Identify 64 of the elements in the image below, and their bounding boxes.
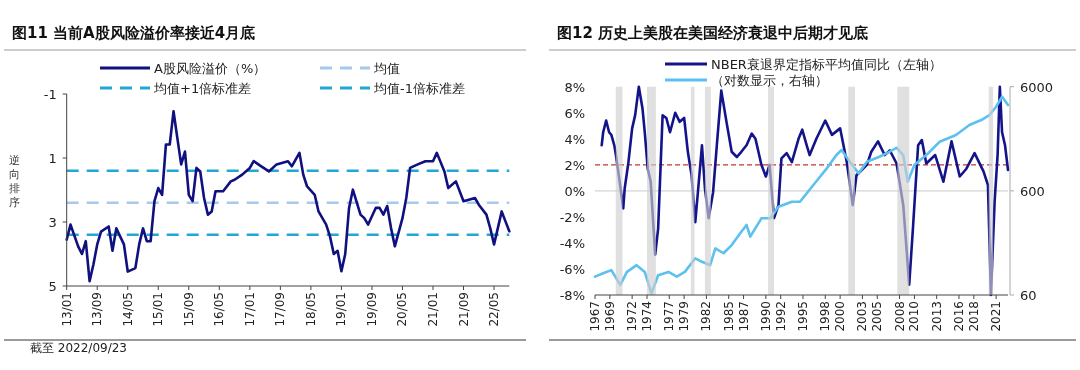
x-tick-label: 22/05 <box>487 292 502 327</box>
x-tick-label: 20/05 <box>395 292 410 327</box>
x-tick-label: 2021 <box>989 301 1004 332</box>
x-tick-label: 17/01 <box>242 292 257 327</box>
y-tick-label: 8% <box>564 79 585 95</box>
y-tick-label: -8% <box>559 288 585 303</box>
x-tick-label: 15/09 <box>181 292 196 327</box>
x-tick-label: 17/09 <box>273 292 288 327</box>
x-tick-label: 2018 <box>966 301 981 332</box>
x-tick-label: 2013 <box>929 301 944 332</box>
x-tick-label: 1990 <box>758 301 773 332</box>
x-tick-label: 18/05 <box>303 292 318 327</box>
x-tick-label: 21/09 <box>456 292 471 327</box>
y2-tick-label: 60 <box>1020 288 1037 303</box>
legend-label: 均值 <box>373 61 400 76</box>
x-tick-label: 14/05 <box>120 292 135 327</box>
x-tick-label: 1972 <box>625 301 640 332</box>
chart-title: 图12 历史上美股在美国经济衰退中后期才见底 <box>557 24 869 42</box>
x-tick-label: 19/09 <box>364 292 379 327</box>
y-tick-label: -2% <box>559 209 585 225</box>
x-tick-label: 1998 <box>818 301 833 332</box>
y-axis-title: 逆向排序 <box>9 154 21 209</box>
y-tick-label: 1 <box>48 151 57 166</box>
y2-tick-label: 600 <box>1020 183 1045 199</box>
y-tick-label: 5 <box>48 279 57 294</box>
legend-label: NBER衰退界定指标平均值同比（左轴） <box>711 57 942 72</box>
x-tick-label: 1974 <box>640 301 654 332</box>
text: 截至 2022/09/23 <box>30 341 127 355</box>
x-tick-label: 2000 <box>833 301 848 332</box>
x-tick-label: 1977 <box>662 301 677 332</box>
x-tick-label: 1992 <box>773 301 788 332</box>
x-tick-label: 1985 <box>721 301 736 332</box>
x-tick-label: 19/01 <box>334 292 349 327</box>
x-tick-label: 1987 <box>736 301 751 332</box>
y-tick-label: 4% <box>564 131 585 147</box>
x-tick-label: 1979 <box>677 301 692 332</box>
y-tick-label: -6% <box>559 261 585 277</box>
y-tick-label: -4% <box>559 235 585 251</box>
y2-tick-label: 6000 <box>1020 79 1054 95</box>
x-tick-label: 1995 <box>795 301 810 332</box>
x-tick-label: 21/01 <box>425 292 440 327</box>
legend-label: 均值+1倍标准差 <box>153 81 252 96</box>
x-tick-label: 1982 <box>699 301 714 332</box>
x-tick-label: 2005 <box>870 301 885 332</box>
x-tick-label: 1967 <box>588 301 602 332</box>
x-tick-label: 15/01 <box>151 292 166 327</box>
x-tick-label: 13/09 <box>90 292 105 327</box>
y-tick-label: 3 <box>48 215 57 230</box>
x-tick-label: 1969 <box>602 301 617 332</box>
x-tick-label: 2016 <box>951 301 966 332</box>
x-tick-label: 13/01 <box>59 292 74 327</box>
x-tick-label: 2008 <box>892 301 907 332</box>
y-tick-label: 6% <box>564 105 585 121</box>
legend-label: 均值-1倍标准差 <box>373 81 465 96</box>
y-tick-label: 2% <box>564 157 585 173</box>
x-tick-label: 2003 <box>855 301 870 332</box>
chart-title: 图11 当前A股风险溢价率接近4月底 <box>12 24 256 42</box>
x-tick-label: 16/05 <box>212 292 227 327</box>
legend-label: （对数显示，右轴） <box>711 73 828 88</box>
y-tick-label: 0% <box>564 183 585 199</box>
x-tick-label: 2010 <box>907 301 922 332</box>
y-tick-label: -1 <box>43 87 57 102</box>
line-series <box>65 109 511 283</box>
legend-label: A股风险溢价（%） <box>154 61 267 76</box>
